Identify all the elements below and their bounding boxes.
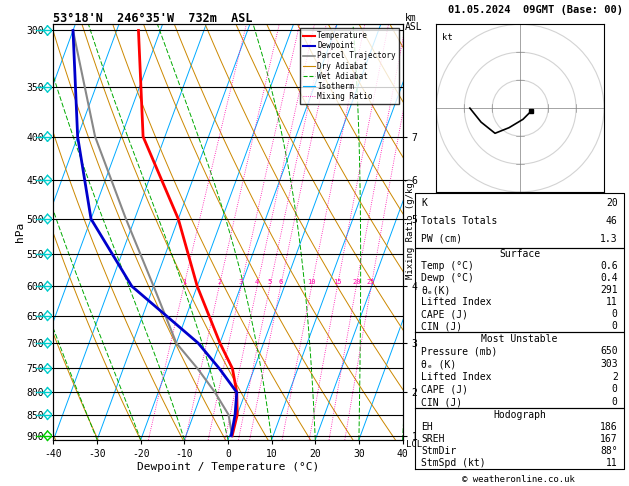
Text: 2: 2 bbox=[612, 372, 618, 382]
Text: 10: 10 bbox=[308, 279, 316, 285]
Text: 0: 0 bbox=[612, 384, 618, 395]
Text: CIN (J): CIN (J) bbox=[421, 397, 462, 407]
Text: 291: 291 bbox=[600, 285, 618, 295]
Text: 15: 15 bbox=[333, 279, 342, 285]
Text: CAPE (J): CAPE (J) bbox=[421, 310, 469, 319]
Text: Most Unstable: Most Unstable bbox=[481, 334, 558, 344]
Text: 1.3: 1.3 bbox=[600, 234, 618, 244]
Text: Surface: Surface bbox=[499, 249, 540, 259]
Y-axis label: hPa: hPa bbox=[16, 222, 25, 242]
Text: 01.05.2024  09GMT (Base: 00): 01.05.2024 09GMT (Base: 00) bbox=[448, 5, 623, 15]
Text: Temp (°C): Temp (°C) bbox=[421, 261, 474, 271]
Text: 6: 6 bbox=[279, 279, 283, 285]
Text: Pressure (mb): Pressure (mb) bbox=[421, 347, 498, 357]
X-axis label: Dewpoint / Temperature (°C): Dewpoint / Temperature (°C) bbox=[137, 462, 319, 471]
Text: Dewp (°C): Dewp (°C) bbox=[421, 273, 474, 283]
Text: 0: 0 bbox=[612, 310, 618, 319]
Text: 2: 2 bbox=[217, 279, 221, 285]
Text: 20: 20 bbox=[606, 197, 618, 208]
Text: 1: 1 bbox=[182, 279, 186, 285]
Text: 0.6: 0.6 bbox=[600, 261, 618, 271]
Text: 11: 11 bbox=[606, 297, 618, 307]
Text: kt: kt bbox=[442, 33, 453, 42]
Legend: Temperature, Dewpoint, Parcel Trajectory, Dry Adiabat, Wet Adiabat, Isotherm, Mi: Temperature, Dewpoint, Parcel Trajectory… bbox=[300, 28, 399, 104]
Text: θₑ(K): θₑ(K) bbox=[421, 285, 451, 295]
Text: PW (cm): PW (cm) bbox=[421, 234, 462, 244]
Text: 3: 3 bbox=[239, 279, 243, 285]
Text: 0: 0 bbox=[612, 321, 618, 331]
Text: 0.4: 0.4 bbox=[600, 273, 618, 283]
Text: km: km bbox=[404, 13, 416, 23]
Text: 303: 303 bbox=[600, 359, 618, 369]
Text: 11: 11 bbox=[606, 458, 618, 468]
Text: StmDir: StmDir bbox=[421, 446, 457, 456]
Text: 53°18'N  246°35'W  732m  ASL: 53°18'N 246°35'W 732m ASL bbox=[53, 12, 253, 25]
Text: Hodograph: Hodograph bbox=[493, 410, 546, 419]
Text: StmSpd (kt): StmSpd (kt) bbox=[421, 458, 486, 468]
Text: CAPE (J): CAPE (J) bbox=[421, 384, 469, 395]
Text: 4: 4 bbox=[255, 279, 259, 285]
Text: 20: 20 bbox=[352, 279, 360, 285]
Text: Lifted Index: Lifted Index bbox=[421, 297, 492, 307]
Text: LCL: LCL bbox=[406, 440, 422, 449]
Text: SREH: SREH bbox=[421, 434, 445, 444]
Text: ASL: ASL bbox=[404, 22, 422, 32]
Text: 650: 650 bbox=[600, 347, 618, 357]
Text: © weatheronline.co.uk: © weatheronline.co.uk bbox=[462, 474, 576, 484]
Text: EH: EH bbox=[421, 421, 433, 432]
Text: Totals Totals: Totals Totals bbox=[421, 216, 498, 226]
Text: K: K bbox=[421, 197, 427, 208]
Text: 88°: 88° bbox=[600, 446, 618, 456]
Text: Lifted Index: Lifted Index bbox=[421, 372, 492, 382]
Text: 0: 0 bbox=[612, 397, 618, 407]
Text: Mixing Ratio (g/kg): Mixing Ratio (g/kg) bbox=[406, 177, 415, 279]
Text: 167: 167 bbox=[600, 434, 618, 444]
Text: 25: 25 bbox=[367, 279, 376, 285]
Text: CIN (J): CIN (J) bbox=[421, 321, 462, 331]
Text: 46: 46 bbox=[606, 216, 618, 226]
Text: θₑ (K): θₑ (K) bbox=[421, 359, 457, 369]
Text: 5: 5 bbox=[268, 279, 272, 285]
Text: 186: 186 bbox=[600, 421, 618, 432]
